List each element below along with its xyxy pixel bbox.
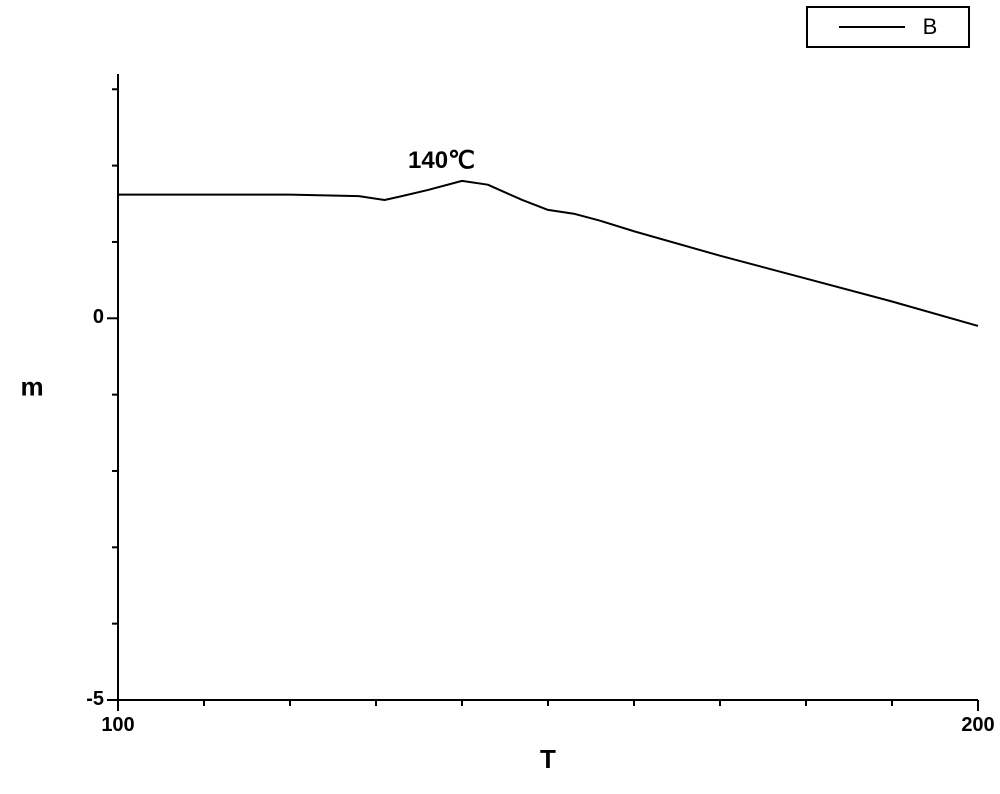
x-axis-label: T xyxy=(540,744,556,775)
chart-stage: m T 140℃ B 100 200 -5 0 xyxy=(0,0,1000,794)
line-chart xyxy=(0,0,1000,794)
x-tick-label: 100 xyxy=(88,714,148,737)
legend-label: B xyxy=(923,14,938,40)
legend-line-icon xyxy=(839,26,905,28)
y-axis-label: m xyxy=(20,372,43,403)
y-tick-label: -5 xyxy=(86,688,104,711)
y-tick-label: 0 xyxy=(93,306,104,329)
legend: B xyxy=(806,6,970,48)
peak-annotation: 140℃ xyxy=(408,146,475,175)
x-tick-label: 200 xyxy=(948,714,1000,737)
